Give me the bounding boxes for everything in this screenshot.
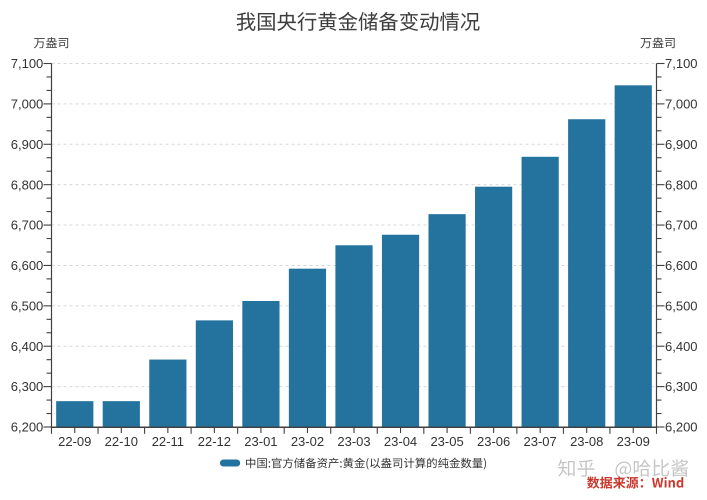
svg-text:6,500: 6,500 (11, 298, 44, 313)
svg-text:22-10: 22-10 (105, 434, 138, 449)
svg-text:23-03: 23-03 (337, 434, 370, 449)
svg-text:22-11: 22-11 (152, 434, 184, 449)
svg-text:6,200: 6,200 (665, 420, 698, 435)
svg-text:6,200: 6,200 (11, 420, 44, 435)
svg-text:23-09: 23-09 (617, 434, 650, 449)
svg-text:6,900: 6,900 (665, 137, 698, 152)
svg-text:6,600: 6,600 (665, 258, 698, 273)
svg-text:6,300: 6,300 (665, 379, 698, 394)
svg-text:23-02: 23-02 (291, 434, 324, 449)
svg-text:6,700: 6,700 (11, 218, 44, 233)
svg-text:6,400: 6,400 (11, 339, 44, 354)
svg-text:6,500: 6,500 (665, 298, 698, 313)
svg-text:7,100: 7,100 (11, 56, 44, 71)
svg-text:23-06: 23-06 (477, 434, 510, 449)
svg-text:22-12: 22-12 (198, 434, 231, 449)
svg-text:23-08: 23-08 (570, 434, 603, 449)
svg-text:6,900: 6,900 (11, 137, 44, 152)
svg-text:6,800: 6,800 (11, 177, 44, 192)
svg-text:7,100: 7,100 (665, 56, 698, 71)
svg-text:6,300: 6,300 (11, 379, 44, 394)
svg-text:6,700: 6,700 (665, 218, 698, 233)
svg-text:7,000: 7,000 (11, 96, 44, 111)
svg-text:23-05: 23-05 (430, 434, 463, 449)
svg-text:23-04: 23-04 (384, 434, 417, 449)
svg-text:22-09: 22-09 (58, 434, 91, 449)
svg-text:6,600: 6,600 (11, 258, 44, 273)
svg-text:7,000: 7,000 (665, 96, 698, 111)
svg-text:6,800: 6,800 (665, 177, 698, 192)
svg-text:6,400: 6,400 (665, 339, 698, 354)
svg-text:23-07: 23-07 (524, 434, 557, 449)
svg-text:23-01: 23-01 (244, 434, 277, 449)
